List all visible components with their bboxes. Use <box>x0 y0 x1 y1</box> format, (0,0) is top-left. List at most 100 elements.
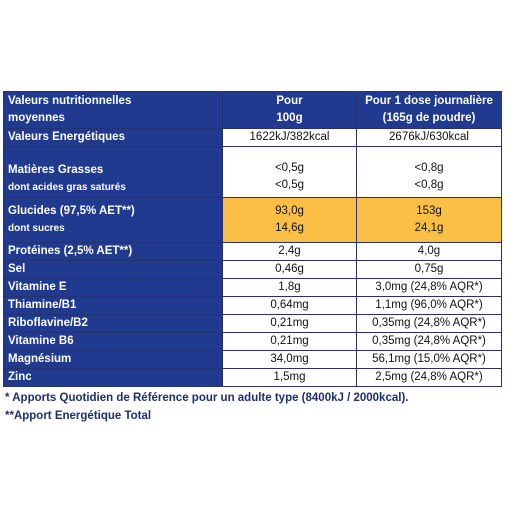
cell-line: 0,64mg <box>270 299 309 311</box>
table-row: Magnésium 34,0mg 56,1mg (15,0% AQR*) <box>3 350 502 369</box>
row-label: Protéines (2,5% AET**) <box>3 242 223 261</box>
cell-line: 0,21mg <box>270 317 309 329</box>
row-label: Vitamine B6 <box>3 332 223 351</box>
cell-line: 0,46g <box>275 263 304 275</box>
table-row: Sel 0,46g 0,75g <box>3 260 502 279</box>
row-label: Thiamine/B1 <box>3 296 223 315</box>
table: Valeurs nutritionnelles moyennes Pour 100g P… <box>3 91 502 387</box>
cell-line: Glucides (97,5% AET**) <box>8 205 135 217</box>
header-row: Valeurs nutritionnelles moyennes Pour 100g P… <box>3 91 502 129</box>
cell-line: <0,8g <box>414 179 444 191</box>
cell-line: Sel <box>8 263 26 275</box>
value-cell: <0,8g <0,8g <box>356 146 502 198</box>
value-cell: 0,35mg (24,8% AQR*) <box>356 332 502 351</box>
table-row: Thiamine/B1 0,64mg 1,1mg (96,0% AQR*) <box>3 296 502 315</box>
cell-line: Thiamine/B1 <box>8 299 77 311</box>
value-cell: 153g 24,1g <box>356 197 502 243</box>
cell-line: <0,8g <box>414 162 444 174</box>
cell-line: 56,1mg (15,0% AQR*) <box>372 353 486 365</box>
value-cell: 93,0g 14,6g <box>222 197 357 243</box>
footnotes: * Apports Quotidien de Référence pour un… <box>5 389 408 425</box>
header-cell: Valeurs nutritionnelles moyennes <box>3 91 223 129</box>
cell-line: 14,6g <box>275 222 304 234</box>
cell-line: Protéines (2,5% AET**) <box>8 245 133 257</box>
cell-line: 2,5mg (24,8% AQR*) <box>375 371 483 383</box>
table-row: Vitamine E 1,8g 3,0mg (24,8% AQR*) <box>3 278 502 297</box>
cell-line: 0,75g <box>414 263 444 275</box>
cell-line: Valeurs nutritionnelles <box>8 95 132 107</box>
row-label: Magnésium <box>3 350 223 369</box>
header-cell: Pour 100g <box>222 91 357 129</box>
row-label: Matières Grasses dont acides gras saturés <box>3 146 223 198</box>
cell-line: 2,4g <box>278 245 301 257</box>
value-cell: 1,8g <box>222 278 357 297</box>
cell-line: dont acides gras saturés <box>8 182 126 193</box>
value-cell: 1622kJ/382kcal <box>222 128 357 147</box>
value-cell: 0,64mg <box>222 296 357 315</box>
cell-line: Matières Grasses <box>8 164 104 176</box>
table-body: Valeurs Energétiques 1622kJ/382kcal 2676kJ… <box>3 128 502 387</box>
cell-line: 0,21mg <box>270 335 309 347</box>
value-cell: 2,4g <box>222 242 357 261</box>
value-cell: 0,46g <box>222 260 357 279</box>
cell-line: Pour <box>276 95 303 107</box>
cell-line: Vitamine E <box>8 281 67 293</box>
cell-line: Zinc <box>8 371 32 383</box>
cell-line: 4,0g <box>417 245 441 257</box>
row-label: Riboflavine/B2 <box>3 314 223 333</box>
row-label: Glucides (97,5% AET**) dont sucres <box>3 197 223 243</box>
table-row: Zinc 1,5mg 2,5mg (24,8% AQR*) <box>3 368 502 387</box>
cell-line: 1,8g <box>278 281 301 293</box>
row-label: Zinc <box>3 368 223 387</box>
table-row: Riboflavine/B2 0,21mg 0,35mg (24,8% AQR*) <box>3 314 502 333</box>
value-cell: <0,5g <0,5g <box>222 146 357 198</box>
cell-line: 93,0g <box>275 205 304 217</box>
value-cell: 4,0g <box>356 242 502 261</box>
row-label: Valeurs Energétiques <box>3 128 223 147</box>
cell-line: 3,0mg (24,8% AQR*) <box>375 281 483 293</box>
cell-line: 1,5mg <box>273 371 306 383</box>
cell-line: 153g <box>416 205 442 217</box>
cell-line: 0,35mg (24,8% AQR*) <box>372 317 486 329</box>
value-cell: 2676kJ/630kcal <box>356 128 502 147</box>
row-label: Sel <box>3 260 223 279</box>
footnote: **Apport Energétique Total <box>5 410 152 422</box>
cell-line: Magnésium <box>8 353 72 365</box>
cell-line: moyennes <box>8 112 65 124</box>
cell-line: Pour 1 dose journalière <box>365 95 493 107</box>
table-row: Vitamine B6 0,21mg 0,35mg (24,8% AQR*) <box>3 332 502 351</box>
value-cell: 0,21mg <box>222 314 357 333</box>
cell-line: 24,1g <box>414 222 444 234</box>
table-row: Valeurs Energétiques 1622kJ/382kcal 2676kJ… <box>3 128 502 147</box>
cell-line: Valeurs Energétiques <box>8 131 125 143</box>
value-cell: 56,1mg (15,0% AQR*) <box>356 350 502 369</box>
value-cell: 3,0mg (24,8% AQR*) <box>356 278 502 297</box>
cell-line: 2676kJ/630kcal <box>389 131 469 143</box>
value-cell: 0,21mg <box>222 332 357 351</box>
cell-line: dont sucres <box>8 223 65 234</box>
cell-line: <0,5g <box>274 162 305 174</box>
cell-line: 1,1mg (96,0% AQR*) <box>375 299 483 311</box>
cell-line: 0,35mg (24,8% AQR*) <box>372 335 486 347</box>
table-row: Matières Grasses dont acides gras saturés… <box>3 146 502 198</box>
value-cell: 0,75g <box>356 260 502 279</box>
cell-line: 100g <box>276 112 303 124</box>
cell-line: Riboflavine/B2 <box>8 317 88 329</box>
cell-line: Vitamine B6 <box>8 335 74 347</box>
value-cell: 1,1mg (96,0% AQR*) <box>356 296 502 315</box>
cell-line: 1622kJ/382kcal <box>249 131 330 143</box>
cell-line: <0,5g <box>274 179 305 191</box>
table-row: Glucides (97,5% AET**) dont sucres 93,0g 14… <box>3 197 502 243</box>
cell-line: 34,0mg <box>270 353 309 365</box>
footnote: * Apports Quotidien de Référence pour un… <box>5 392 409 404</box>
row-label: Vitamine E <box>3 278 223 297</box>
value-cell: 1,5mg <box>222 368 357 387</box>
header-cell: Pour 1 dose journalière (165g de poudre) <box>356 91 502 129</box>
value-cell: 34,0mg <box>222 350 357 369</box>
table-row: Protéines (2,5% AET**) 2,4g 4,0g <box>3 242 502 261</box>
value-cell: 0,35mg (24,8% AQR*) <box>356 314 502 333</box>
nutrition-table: Valeurs nutritionnelles moyennes Pour 100g P… <box>3 91 502 387</box>
value-cell: 2,5mg (24,8% AQR*) <box>356 368 502 387</box>
cell-line: (165g de poudre) <box>382 112 476 124</box>
